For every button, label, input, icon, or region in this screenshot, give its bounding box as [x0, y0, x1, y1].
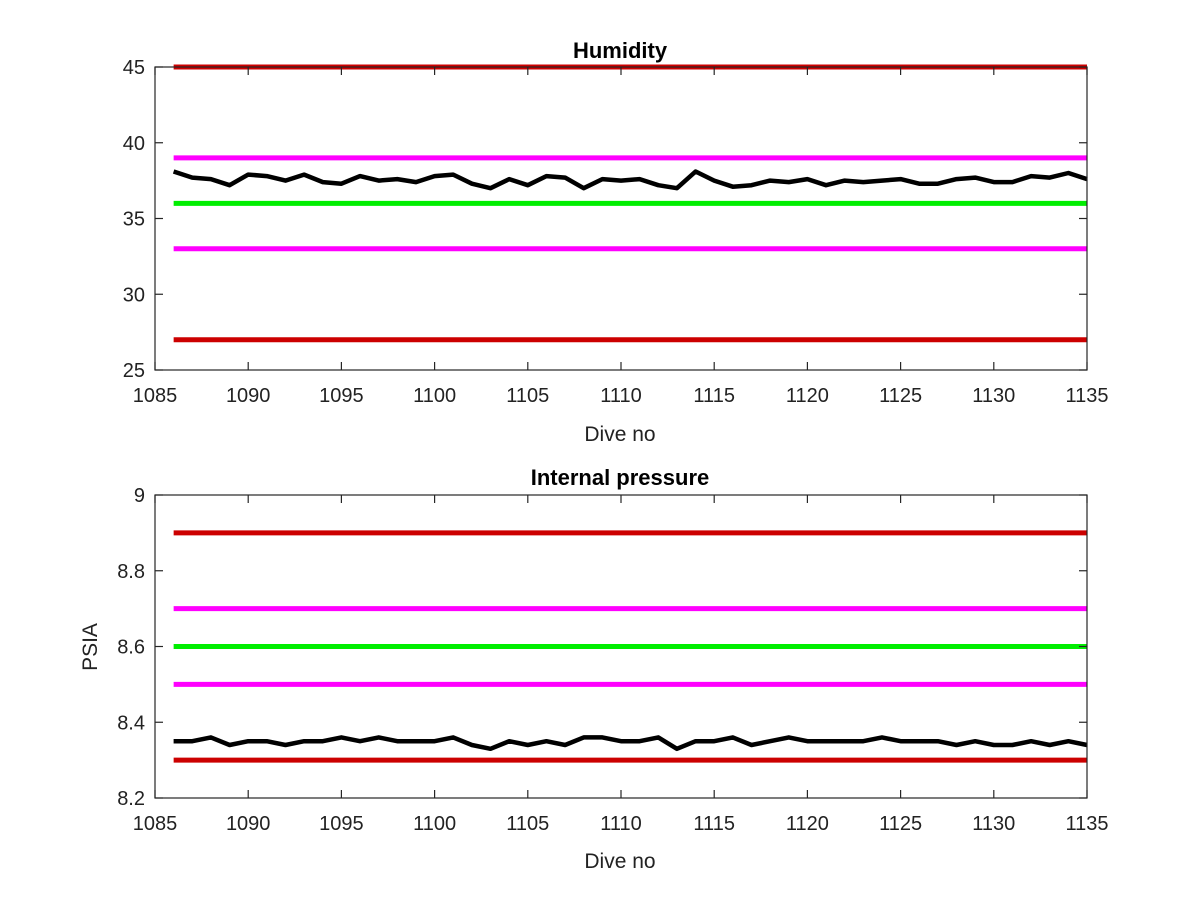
- pressure-x-tick-label: 1130: [972, 813, 1015, 835]
- pressure-y-tick-label: 9: [134, 485, 145, 507]
- pressure-x-tick-label: 1085: [133, 813, 178, 835]
- pressure-y-tick-label: 8.2: [117, 788, 145, 810]
- humidity-series-line: [172, 169, 1088, 191]
- humidity-title: Humidity: [573, 38, 668, 63]
- pressure-x-tick-label: 1095: [319, 813, 364, 835]
- pressure-x-tick-label: 1100: [413, 813, 456, 835]
- pressure-x-tick-label: 1090: [226, 813, 271, 835]
- humidity-x-tick-label: 1135: [1065, 385, 1108, 407]
- humidity-y-tick-label: 30: [123, 284, 145, 306]
- humidity-x-tick-label: 1115: [693, 385, 735, 407]
- pressure-x-tick-label: 1125: [879, 813, 922, 835]
- humidity-x-tick-label: 1105: [506, 385, 549, 407]
- pressure-x-tick-label: 1115: [693, 813, 735, 835]
- humidity-x-tick-label: 1100: [413, 385, 456, 407]
- pressure-xlabel: Dive no: [584, 850, 655, 873]
- pressure-x-tick-label: 1110: [600, 813, 642, 835]
- pressure-series-line: [173, 735, 1088, 752]
- humidity-x-tick-label: 1125: [879, 385, 922, 407]
- humidity-y-tick-label: 40: [123, 133, 145, 155]
- humidity-x-tick-label: 1090: [226, 385, 271, 407]
- pressure-x-tick-label: 1135: [1065, 813, 1108, 835]
- pressure-marks: 1085 1090 1095 1100 1105 1110 1115 1120 1125 1130…: [117, 485, 1108, 835]
- pressure-ylabel: PSIA: [79, 623, 102, 671]
- humidity-x-tick-label: 1095: [319, 385, 364, 407]
- pressure-title: Internal pressure: [531, 465, 710, 490]
- pressure-y-tick-label: 8.8: [117, 561, 145, 583]
- humidity-panel: Humidity Dive no 1085 1090 1095 1100 1105 111…: [123, 38, 1109, 446]
- pressure-y-tick-label: 8.6: [117, 637, 145, 659]
- pressure-panel: Internal pressure Dive no PSIA 1085 1090 1…: [79, 465, 1109, 873]
- humidity-x-tick-label: 1110: [600, 385, 642, 407]
- humidity-y-tick-label: 35: [123, 209, 145, 231]
- humidity-x-tick-label: 1120: [786, 385, 829, 407]
- humidity-x-tick-label: 1085: [133, 385, 178, 407]
- pressure-y-tick-label: 8.4: [117, 712, 145, 734]
- humidity-marks: 1085 1090 1095 1100 1105 1110 1115 1120 1125 1130…: [123, 57, 1109, 407]
- pressure-x-tick-label: 1120: [786, 813, 829, 835]
- humidity-xlabel: Dive no: [584, 423, 655, 446]
- pressure-x-tick-label: 1105: [506, 813, 549, 835]
- humidity-x-tick-label: 1130: [972, 385, 1015, 407]
- humidity-y-tick-label: 45: [123, 57, 145, 79]
- humidity-y-tick-label: 25: [123, 360, 145, 382]
